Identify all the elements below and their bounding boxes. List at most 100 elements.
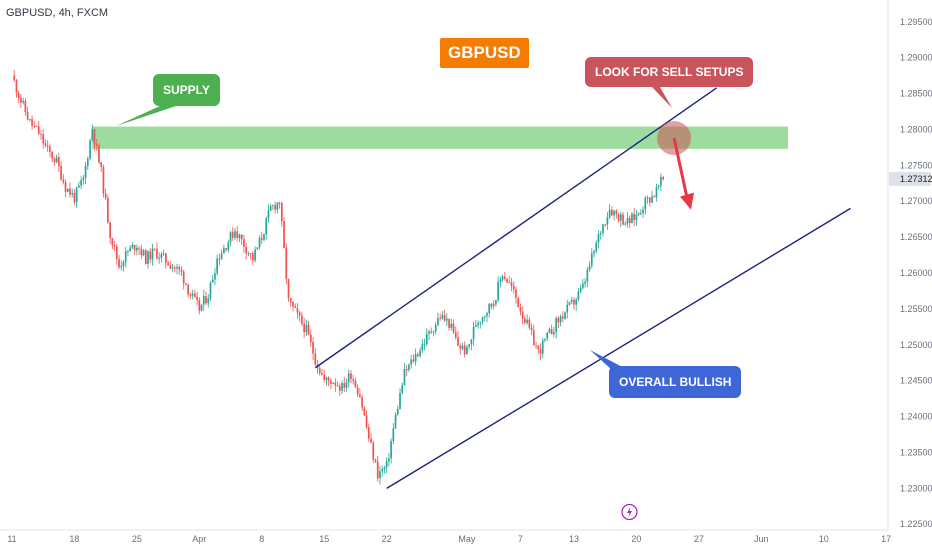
candle: [95, 138, 98, 151]
candle-body: [537, 345, 540, 350]
candle: [229, 230, 232, 247]
candle: [657, 184, 660, 190]
y-tick-label: 1.24500: [900, 376, 932, 386]
candle-body: [251, 253, 254, 261]
candle-body: [22, 100, 24, 103]
candle: [263, 233, 265, 242]
candle-body: [347, 373, 350, 383]
candle: [162, 249, 165, 256]
candle-body: [488, 303, 491, 314]
candle-body: [118, 258, 120, 268]
candle: [642, 206, 644, 218]
candle: [521, 306, 524, 325]
candle-body: [55, 157, 58, 163]
candle-body: [635, 214, 638, 221]
candle: [35, 125, 38, 127]
candle: [247, 251, 250, 257]
candle-body: [354, 380, 357, 388]
candle: [365, 410, 368, 430]
candle-body: [176, 266, 178, 269]
x-tick-label: 25: [132, 534, 142, 544]
candle-body: [608, 209, 611, 218]
candle-body: [260, 238, 263, 240]
candle: [196, 291, 198, 305]
candle: [216, 254, 219, 276]
candle: [486, 311, 488, 323]
candle-body: [198, 300, 201, 311]
candle: [91, 124, 94, 143]
candle: [483, 315, 486, 322]
candle-body: [138, 247, 140, 249]
candle: [234, 228, 236, 240]
candle-body: [292, 301, 294, 307]
candle: [251, 251, 254, 266]
candle: [131, 241, 134, 250]
candle: [526, 314, 528, 325]
candle: [412, 354, 415, 364]
candle-body: [421, 344, 424, 351]
candle: [566, 299, 569, 319]
candle-body: [441, 315, 444, 319]
candle-body: [196, 296, 198, 301]
candle-body: [524, 318, 526, 323]
candle-body: [648, 197, 651, 203]
candle: [330, 378, 332, 390]
candle: [325, 376, 328, 386]
candle-body: [405, 369, 408, 370]
candle: [20, 93, 22, 109]
candle-body: [57, 157, 60, 166]
candle: [662, 175, 665, 181]
candle-body: [660, 177, 662, 186]
candle: [584, 278, 586, 288]
candle: [100, 161, 103, 172]
candle-body: [515, 289, 517, 299]
candle-body: [642, 209, 644, 214]
candle: [619, 211, 622, 227]
y-tick-label: 1.29000: [900, 53, 932, 63]
candle: [597, 230, 600, 249]
candle-body: [628, 218, 631, 223]
candle: [238, 233, 241, 242]
candle: [604, 223, 607, 228]
candle-body: [599, 232, 602, 235]
candle: [260, 232, 263, 244]
y-tick-label: 1.25500: [900, 304, 932, 314]
sell-arrow-head: [680, 192, 694, 210]
candle-body: [334, 382, 337, 386]
candle-body: [26, 112, 29, 120]
candle-body: [136, 247, 138, 251]
candle-body: [95, 144, 98, 146]
candle: [44, 139, 47, 148]
candle-body: [263, 234, 265, 240]
candle: [312, 337, 314, 360]
candle: [341, 380, 343, 395]
candle: [385, 457, 388, 474]
candle: [173, 265, 176, 273]
candle-body: [129, 247, 132, 252]
candle-body: [53, 158, 56, 163]
candle-body: [503, 276, 506, 279]
candle: [127, 249, 129, 257]
candle-body: [42, 134, 45, 144]
candle: [537, 345, 540, 354]
candle: [189, 292, 192, 299]
candle: [648, 197, 651, 207]
candle-body: [285, 248, 288, 280]
supply-callout-tail: [116, 106, 176, 126]
candle: [635, 209, 638, 226]
candle-body: [379, 471, 381, 479]
candle: [372, 440, 375, 464]
candle-body: [566, 304, 569, 313]
candle: [559, 314, 562, 327]
candle: [437, 312, 439, 327]
candle-body: [189, 294, 192, 296]
candle: [62, 174, 65, 185]
candle: [472, 321, 475, 346]
candle: [439, 313, 442, 321]
y-tick-label: 1.23500: [900, 447, 932, 457]
candle-body: [173, 267, 176, 269]
x-tick-label: Apr: [192, 534, 206, 544]
candle-body: [280, 203, 283, 222]
candle: [417, 352, 419, 358]
candle-body: [474, 325, 477, 327]
